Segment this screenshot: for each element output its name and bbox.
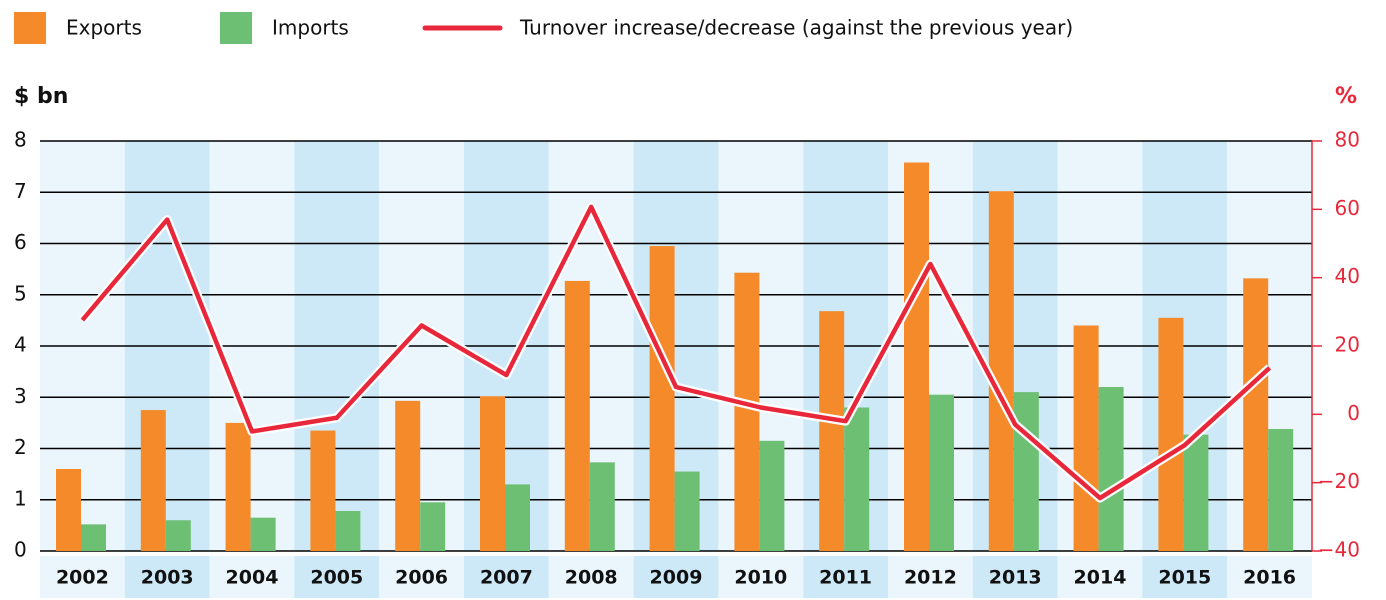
y-tick-label: 0 bbox=[14, 538, 27, 562]
bar bbox=[505, 484, 530, 551]
bar bbox=[674, 471, 700, 551]
category-band bbox=[209, 556, 295, 598]
y2-tick-label: 20 bbox=[1335, 333, 1360, 357]
bar bbox=[1243, 278, 1269, 551]
legend-label: Imports bbox=[272, 16, 349, 40]
category-band bbox=[888, 556, 973, 598]
bar bbox=[335, 511, 361, 551]
category-band bbox=[40, 556, 125, 598]
y-axis-label: $ bn bbox=[14, 84, 68, 109]
bar bbox=[1013, 392, 1039, 551]
bar bbox=[1158, 317, 1184, 551]
y-tick-label: 6 bbox=[14, 230, 27, 254]
y2-tick-label: 40 bbox=[1335, 264, 1360, 288]
category-band bbox=[294, 556, 380, 598]
x-tick-label: 2003 bbox=[141, 567, 194, 589]
bar bbox=[225, 422, 251, 551]
x-tick-label: 2016 bbox=[1243, 567, 1296, 589]
x-tick-label: 2014 bbox=[1074, 567, 1127, 589]
y-tick-label: 4 bbox=[14, 333, 27, 357]
x-tick-label: 2012 bbox=[904, 567, 957, 589]
y2-tick-label: 0 bbox=[1347, 401, 1360, 425]
x-tick-label: 2006 bbox=[395, 567, 448, 589]
bar bbox=[165, 520, 191, 551]
x-tick-label: 2011 bbox=[819, 567, 872, 589]
bar bbox=[250, 517, 276, 551]
category-band bbox=[1227, 556, 1312, 598]
category-band bbox=[633, 556, 719, 598]
x-tick-label: 2005 bbox=[310, 567, 363, 589]
bar bbox=[929, 394, 954, 551]
x-tick-label: 2002 bbox=[56, 567, 109, 589]
x-tick-label: 2007 bbox=[480, 567, 533, 589]
y2-tick-label: −40 bbox=[1318, 538, 1360, 562]
category-band bbox=[464, 556, 549, 598]
legend-label: Exports bbox=[66, 16, 142, 40]
y-tick-label: 5 bbox=[14, 281, 27, 305]
bar bbox=[56, 469, 81, 551]
category-band bbox=[972, 556, 1058, 598]
y-tick-label: 3 bbox=[14, 384, 27, 408]
bar bbox=[819, 311, 845, 551]
bar bbox=[589, 462, 615, 551]
legend-swatch bbox=[14, 12, 46, 44]
x-tick-label: 2009 bbox=[650, 567, 703, 589]
bar bbox=[140, 410, 166, 551]
line bbox=[80, 204, 1272, 501]
bar bbox=[564, 280, 590, 551]
y-tick-label: 8 bbox=[14, 128, 27, 152]
category-band bbox=[548, 556, 634, 598]
bar bbox=[988, 191, 1014, 551]
y-tick-label: 2 bbox=[14, 435, 27, 459]
category-band bbox=[1057, 556, 1143, 598]
legend-label: Turnover increase/decrease (against the … bbox=[519, 16, 1073, 40]
bar bbox=[81, 524, 106, 551]
y2-tick-label: 80 bbox=[1335, 128, 1360, 152]
bar bbox=[649, 246, 675, 551]
bar bbox=[1183, 434, 1209, 551]
bar bbox=[904, 162, 929, 551]
y-tick-label: 7 bbox=[14, 179, 27, 203]
bar bbox=[1098, 387, 1124, 551]
bar bbox=[844, 407, 870, 551]
category-band bbox=[1142, 556, 1228, 598]
y-tick-label: 1 bbox=[14, 486, 27, 510]
bar bbox=[734, 272, 760, 551]
y2-tick-label: −20 bbox=[1318, 469, 1360, 493]
bar bbox=[310, 430, 336, 551]
x-tick-label: 2013 bbox=[989, 567, 1042, 589]
bar bbox=[759, 440, 785, 551]
bar bbox=[395, 400, 421, 551]
y2-tick-label: 60 bbox=[1335, 196, 1360, 220]
bar bbox=[1073, 325, 1099, 551]
x-tick-label: 2004 bbox=[226, 567, 279, 589]
bar bbox=[1268, 429, 1294, 551]
category-band bbox=[379, 556, 464, 598]
category-band bbox=[803, 556, 888, 598]
bar bbox=[480, 396, 505, 551]
x-tick-label: 2008 bbox=[565, 567, 618, 589]
bar bbox=[420, 502, 446, 551]
category-band bbox=[124, 556, 210, 598]
legend-swatch bbox=[220, 12, 252, 44]
x-tick-label: 2015 bbox=[1158, 567, 1211, 589]
y2-axis-label: % bbox=[1335, 84, 1357, 109]
x-tick-label: 2010 bbox=[734, 567, 787, 589]
category-band bbox=[718, 556, 804, 598]
